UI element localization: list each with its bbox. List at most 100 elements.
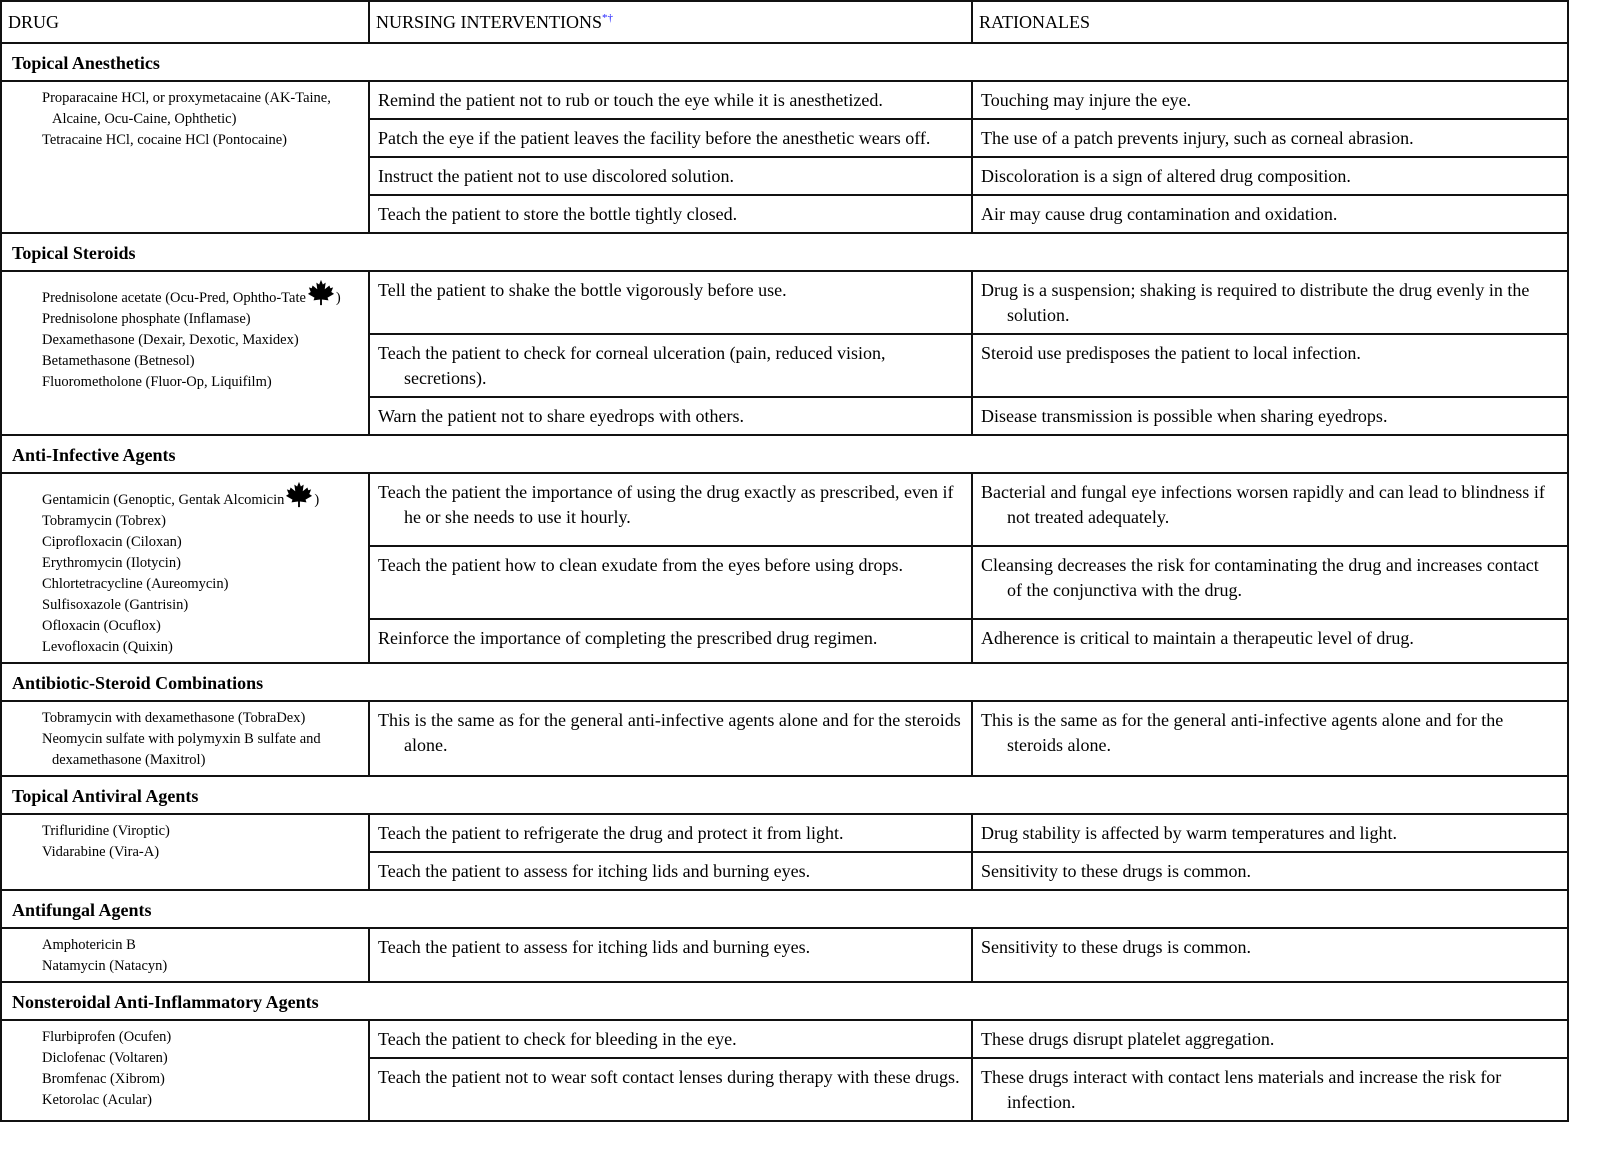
drug-name-text: Natamycin (Natacyn)	[42, 958, 168, 974]
drug-name-text: Prednisolone phosphate (Inflamase)	[42, 311, 251, 327]
drug-name: Prednisolone acetate (Ocu-Pred, Ophtho-T…	[42, 278, 362, 309]
rationale-cell: Discoloration is a sign of altered drug …	[971, 156, 1569, 196]
rationale-cell: Drug is a suspension; shaking is require…	[971, 270, 1569, 335]
drug-list: Tobramycin with dexamethasone (TobraDex)…	[0, 700, 370, 777]
table-row: Gentamicin (Genoptic, Gentak Alcomicin) T…	[0, 472, 1569, 664]
section-header-row: Topical Antiviral Agents	[0, 775, 1569, 815]
drug-name-text: Proparacaine HCl, or proxymetacaine (AK-…	[42, 90, 331, 127]
maple-leaf-icon	[307, 279, 334, 306]
drug-name-text: Ketorolac (Acular)	[42, 1092, 152, 1108]
intervention-cell: Teach the patient to assess for itching …	[368, 851, 973, 891]
table-row: Reinforce the importance of completing t…	[1, 617, 1569, 665]
intervention-cell: Teach the patient to check for bleeding …	[368, 1019, 973, 1059]
rationale-cell: Adherence is critical to maintain a ther…	[971, 617, 1569, 665]
drug-name: Gentamicin (Genoptic, Gentak Alcomicin)	[42, 480, 362, 511]
header-rationales: RATIONALES	[971, 0, 1569, 44]
section-header-row: Topical Steroids	[0, 232, 1569, 272]
rationale-cell: Sensitivity to these drugs is common.	[971, 927, 1569, 983]
drug-name-text: Bromfenac (Xibrom)	[42, 1071, 165, 1087]
section-title: Antibiotic-Steroid Combinations	[0, 662, 1569, 702]
intervention-cell: Teach the patient the importance of usin…	[368, 472, 973, 547]
header-interventions-label: NURSING INTERVENTIONS	[376, 11, 603, 32]
drug-list: Amphotericin B Natamycin (Natacyn)	[0, 927, 370, 983]
rationale-cell: Air may cause drug contamination and oxi…	[971, 194, 1569, 234]
drug-name-text: Flurbiprofen (Ocufen)	[42, 1029, 172, 1045]
drug-name: Ketorolac (Acular)	[42, 1090, 362, 1111]
rationale-cell: These drugs disrupt platelet aggregation…	[971, 1019, 1569, 1059]
drug-name-text: Neomycin sulfate with polymyxin B sulfat…	[42, 731, 321, 768]
drug-name-text: Amphotericin B	[42, 937, 136, 953]
intervention-cell: Tell the patient to shake the bottle vig…	[368, 270, 973, 335]
table-row: Warn the patient not to share eyedrops w…	[1, 396, 1569, 436]
drug-name: Ofloxacin (Ocuflox)	[42, 616, 362, 637]
section-title: Nonsteroidal Anti-Inflammatory Agents	[0, 981, 1569, 1021]
section-header-row: Nonsteroidal Anti-Inflammatory Agents	[0, 981, 1569, 1021]
drug-list: Trifluridine (Viroptic) Vidarabine (Vira-…	[0, 813, 370, 891]
intervention-cell: Teach the patient not to wear soft conta…	[368, 1057, 973, 1122]
intervention-cell: Instruct the patient not to use discolor…	[368, 156, 973, 196]
drug-name: Flurbiprofen (Ocufen)	[42, 1027, 362, 1048]
section-title: Topical Anesthetics	[0, 42, 1569, 82]
table-row: Teach the patient to store the bottle ti…	[1, 194, 1569, 234]
rationale-cell: Steroid use predisposes the patient to l…	[971, 333, 1569, 398]
rationale-cell: These drugs interact with contact lens m…	[971, 1057, 1569, 1122]
drug-name: Fluorometholone (Fluor-Op, Liquifilm)	[42, 372, 362, 393]
rationale-cell: Bacterial and fungal eye infections wors…	[971, 472, 1569, 547]
section-title: Antifungal Agents	[0, 889, 1569, 929]
intervention-cell: Teach the patient how to clean exudate f…	[368, 544, 973, 620]
rationale-cell: Drug stability is affected by warm tempe…	[971, 813, 1569, 853]
rationale-cell: Disease transmission is possible when sh…	[971, 396, 1569, 436]
table-row: Teach the patient to check for corneal u…	[1, 333, 1569, 398]
drug-name-text: Tobramycin with dexamethasone (TobraDex)	[42, 710, 306, 726]
table-row: Prednisolone acetate (Ocu-Pred, Ophtho-T…	[0, 270, 1569, 436]
drug-name-text: Prednisolone acetate (Ocu-Pred, Ophtho-T…	[42, 290, 306, 306]
intervention-cell: Patch the eye if the patient leaves the …	[368, 118, 973, 158]
drug-name: Erythromycin (Ilotycin)	[42, 553, 362, 574]
drug-name: Chlortetracycline (Aureomycin)	[42, 574, 362, 595]
intervention-cell: Teach the patient to check for corneal u…	[368, 333, 973, 398]
drug-table: DRUG NURSING INTERVENTIONS*† RATIONALES …	[0, 0, 1569, 1122]
drug-list: Flurbiprofen (Ocufen) Diclofenac (Voltare…	[0, 1019, 370, 1122]
drug-name-text: Gentamicin (Genoptic, Gentak Alcomicin	[42, 492, 285, 508]
drug-name-text: Tetracaine HCl, cocaine HCl (Pontocaine)	[42, 132, 287, 148]
drug-list: Proparacaine HCl, or proxymetacaine (AK-…	[0, 80, 370, 234]
drug-name: Levofloxacin (Quixin)	[42, 637, 362, 658]
drug-name-text: Betamethasone (Betnesol)	[42, 353, 195, 369]
drug-name-text: Fluorometholone (Fluor-Op, Liquifilm)	[42, 374, 272, 390]
drug-name: Tetracaine HCl, cocaine HCl (Pontocaine)	[42, 130, 362, 151]
intervention-cell: Teach the patient to refrigerate the dru…	[368, 813, 973, 853]
table-row: Trifluridine (Viroptic) Vidarabine (Vira-…	[0, 813, 1569, 891]
section-header-row: Antibiotic-Steroid Combinations	[0, 662, 1569, 702]
table-row: Teach the patient to assess for itching …	[1, 851, 1569, 891]
intervention-cell: Teach the patient to assess for itching …	[368, 927, 973, 983]
drug-name: Diclofenac (Voltaren)	[42, 1048, 362, 1069]
header-interventions: NURSING INTERVENTIONS*†	[368, 0, 973, 44]
section-title: Topical Steroids	[0, 232, 1569, 272]
intervention-cell: Reinforce the importance of completing t…	[368, 617, 973, 665]
drug-name: Prednisolone phosphate (Inflamase)	[42, 309, 362, 330]
intervention-cell: Teach the patient to store the bottle ti…	[368, 194, 973, 234]
intervention-cell: Remind the patient not to rub or touch t…	[368, 80, 973, 120]
header-drug: DRUG	[0, 0, 370, 44]
drug-name: Vidarabine (Vira-A)	[42, 842, 362, 863]
drug-name-text: Ofloxacin (Ocuflox)	[42, 618, 161, 634]
table-row: Flurbiprofen (Ocufen) Diclofenac (Voltare…	[0, 1019, 1569, 1122]
drug-name: Dexamethasone (Dexair, Dexotic, Maxidex)	[42, 330, 362, 351]
drug-name-text: Tobramycin (Tobrex)	[42, 513, 166, 529]
drug-name-tail: )	[314, 492, 320, 508]
rationale-cell: Cleansing decreases the risk for contami…	[971, 544, 1569, 620]
section-header-row: Antifungal Agents	[0, 889, 1569, 929]
drug-name: Tobramycin (Tobrex)	[42, 511, 362, 532]
drug-name-text: Vidarabine (Vira-A)	[42, 844, 160, 860]
drug-name: Ciprofloxacin (Ciloxan)	[42, 532, 362, 553]
table-row: Proparacaine HCl, or proxymetacaine (AK-…	[0, 80, 1569, 234]
drug-name-text: Sulfisoxazole (Gantrisin)	[42, 597, 189, 613]
drug-name-text: Chlortetracycline (Aureomycin)	[42, 576, 229, 592]
drug-name-text: Ciprofloxacin (Ciloxan)	[42, 534, 182, 550]
drug-name-text: Diclofenac (Voltaren)	[42, 1050, 168, 1066]
rationale-cell: Sensitivity to these drugs is common.	[971, 851, 1569, 891]
footnote-marks[interactable]: *†	[602, 11, 614, 24]
table-row: Amphotericin B Natamycin (Natacyn) Teach t…	[0, 927, 1569, 983]
table-row: Teach the patient how to clean exudate f…	[1, 544, 1569, 620]
table-header-row: DRUG NURSING INTERVENTIONS*† RATIONALES	[0, 0, 1569, 44]
